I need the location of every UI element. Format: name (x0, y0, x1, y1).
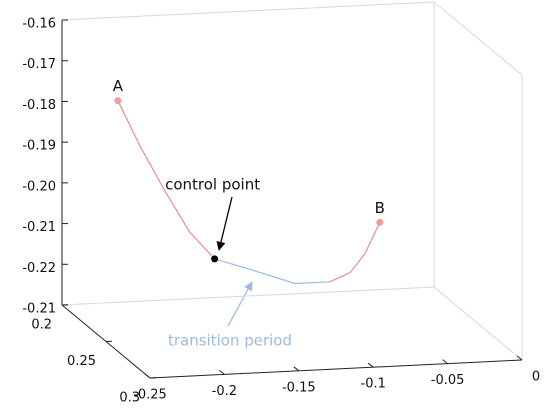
box-edge (433, 1, 523, 76)
y-tick-label: 0.25 (67, 354, 96, 369)
curve (117, 100, 216, 260)
box-edge (433, 286, 523, 361)
x-tick-label: -0.2 (212, 384, 237, 399)
z-tick-label: -0.22 (22, 261, 56, 276)
x-tick (144, 373, 151, 379)
point (114, 97, 122, 105)
x-tick (219, 370, 225, 375)
z-tick-label: -0.19 (22, 139, 56, 154)
x-tick (516, 355, 523, 361)
x-tick-label: -0.1 (361, 377, 386, 392)
point-label: control point (165, 175, 260, 193)
box-edge (61, 286, 435, 306)
x-tick-label: -0.25 (133, 388, 167, 403)
x-tick-label: 0 (532, 370, 540, 385)
annotation: transition period (168, 332, 292, 350)
z-tick-label: -0.21 (22, 302, 56, 317)
x-axis (149, 359, 523, 379)
x-tick-label: -0.05 (431, 373, 465, 388)
point-label: B (375, 199, 385, 217)
y-tick-label: 0.2 (31, 318, 52, 333)
point-label: A (113, 77, 124, 95)
x-tick (442, 359, 448, 364)
curve (329, 222, 381, 283)
z-tick-label: -0.21 (22, 220, 56, 235)
box-edge (61, 1, 435, 21)
arrow (227, 281, 253, 327)
y-tick-label: 0.3 (119, 391, 140, 406)
curve (214, 258, 330, 285)
z-tick-label: -0.17 (22, 57, 56, 72)
x-tick-label: -0.15 (282, 380, 316, 395)
z-tick-label: -0.16 (22, 17, 56, 32)
point (376, 218, 384, 226)
z-tick-label: -0.20 (22, 179, 56, 194)
x-tick (367, 362, 374, 368)
arrow (216, 196, 233, 251)
point (211, 255, 219, 263)
x-tick (293, 366, 300, 372)
z-tick-label: -0.18 (22, 98, 56, 113)
